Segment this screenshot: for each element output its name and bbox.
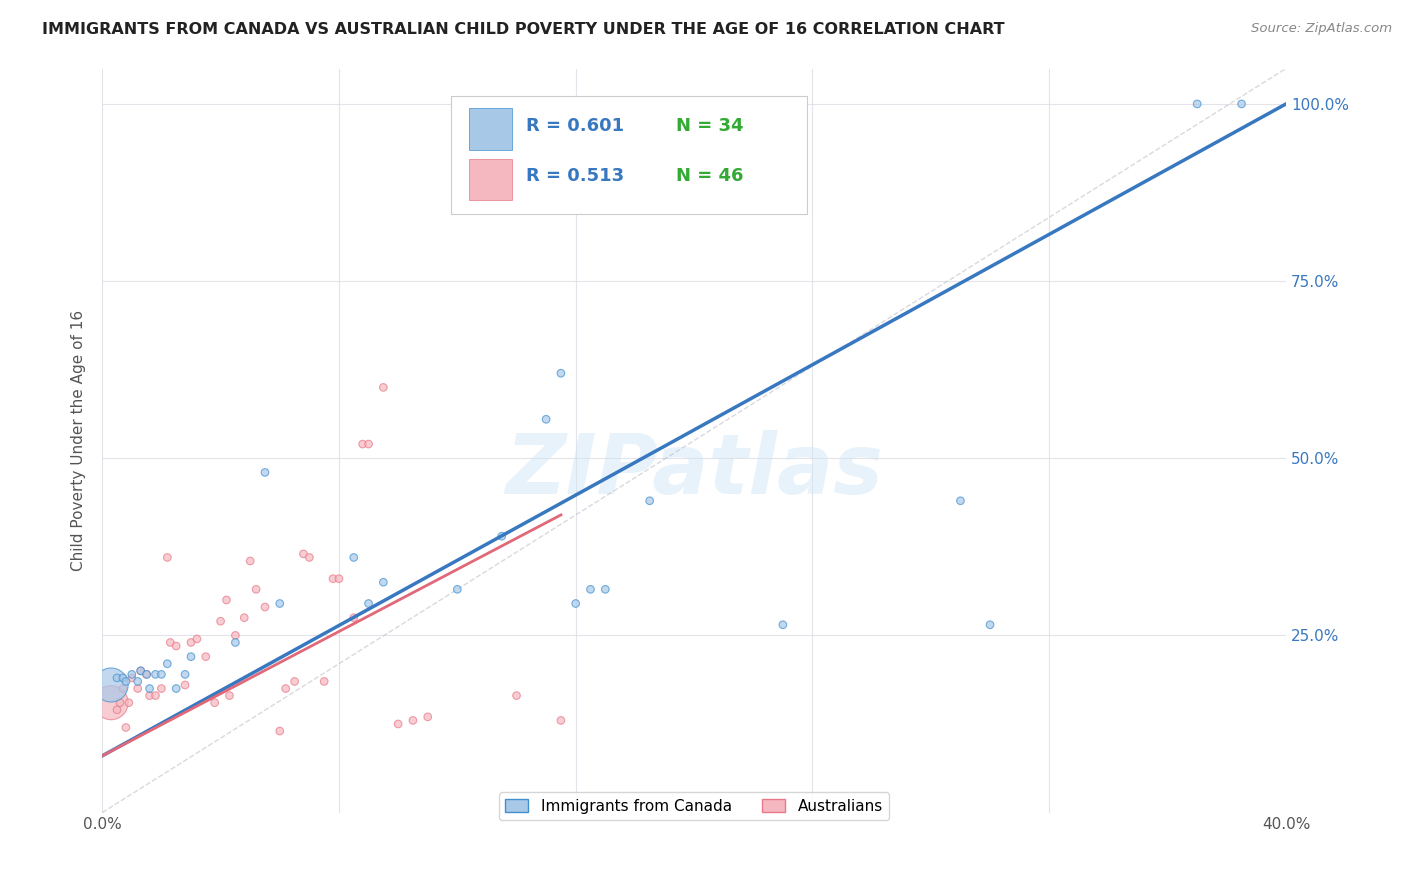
Point: [118, 696, 141, 710]
Point: [239, 554, 262, 568]
Point: [564, 597, 586, 611]
Point: [357, 597, 380, 611]
Point: [579, 582, 602, 597]
Point: [105, 671, 128, 685]
Point: [138, 681, 160, 696]
Point: [115, 674, 138, 689]
Point: [111, 681, 134, 696]
Point: [186, 632, 208, 646]
Point: [145, 667, 167, 681]
Point: [129, 664, 152, 678]
Point: [638, 493, 661, 508]
Point: [159, 635, 181, 649]
Text: R = 0.513: R = 0.513: [526, 168, 624, 186]
Point: [111, 671, 134, 685]
Legend: Immigrants from Canada, Australians: Immigrants from Canada, Australians: [499, 792, 889, 820]
Point: [115, 721, 138, 735]
Point: [150, 667, 173, 681]
Point: [145, 689, 167, 703]
Point: [416, 710, 439, 724]
Point: [180, 649, 202, 664]
Point: [215, 593, 238, 607]
Point: [121, 671, 143, 685]
Point: [979, 617, 1001, 632]
Point: [150, 681, 173, 696]
Text: R = 0.601: R = 0.601: [526, 117, 624, 135]
Text: N = 46: N = 46: [676, 168, 744, 186]
Point: [156, 657, 179, 671]
Point: [387, 717, 409, 731]
Point: [180, 635, 202, 649]
Point: [274, 681, 297, 696]
Point: [174, 667, 197, 681]
Point: [127, 681, 149, 696]
Point: [373, 380, 395, 394]
Point: [343, 550, 366, 565]
Point: [322, 572, 344, 586]
Point: [127, 674, 149, 689]
Point: [298, 550, 321, 565]
Point: [224, 635, 246, 649]
Point: [253, 466, 276, 480]
Point: [402, 714, 425, 728]
Point: [595, 582, 617, 597]
Point: [108, 696, 131, 710]
Point: [550, 366, 572, 380]
Text: ZIPatlas: ZIPatlas: [505, 430, 883, 511]
Point: [328, 572, 350, 586]
Point: [269, 724, 291, 739]
Point: [352, 437, 374, 451]
Point: [194, 649, 217, 664]
Point: [314, 674, 336, 689]
Point: [253, 600, 276, 615]
Point: [129, 664, 152, 678]
Point: [218, 689, 240, 703]
FancyBboxPatch shape: [470, 159, 512, 200]
Point: [505, 689, 527, 703]
Point: [1230, 97, 1253, 112]
FancyBboxPatch shape: [470, 108, 512, 150]
Text: N = 34: N = 34: [676, 117, 744, 135]
Point: [165, 639, 187, 653]
Point: [156, 550, 179, 565]
Point: [233, 610, 256, 624]
Point: [105, 703, 128, 717]
FancyBboxPatch shape: [451, 96, 807, 213]
Point: [772, 617, 794, 632]
Point: [550, 714, 572, 728]
Point: [224, 628, 246, 642]
Point: [269, 597, 291, 611]
Text: Source: ZipAtlas.com: Source: ZipAtlas.com: [1251, 22, 1392, 36]
Point: [292, 547, 315, 561]
Point: [343, 610, 366, 624]
Point: [165, 681, 187, 696]
Point: [135, 667, 157, 681]
Point: [245, 582, 267, 597]
Point: [373, 575, 395, 590]
Point: [446, 582, 468, 597]
Point: [1185, 97, 1208, 112]
Point: [491, 529, 513, 543]
Point: [949, 493, 972, 508]
Point: [100, 696, 122, 710]
Point: [138, 689, 160, 703]
Point: [284, 674, 307, 689]
Point: [534, 412, 557, 426]
Point: [135, 667, 157, 681]
Text: IMMIGRANTS FROM CANADA VS AUSTRALIAN CHILD POVERTY UNDER THE AGE OF 16 CORRELATI: IMMIGRANTS FROM CANADA VS AUSTRALIAN CHI…: [42, 22, 1005, 37]
Point: [357, 437, 380, 451]
Point: [204, 696, 226, 710]
Point: [121, 667, 143, 681]
Point: [209, 614, 232, 628]
Y-axis label: Child Poverty Under the Age of 16: Child Poverty Under the Age of 16: [72, 310, 86, 571]
Point: [100, 678, 122, 692]
Point: [174, 678, 197, 692]
